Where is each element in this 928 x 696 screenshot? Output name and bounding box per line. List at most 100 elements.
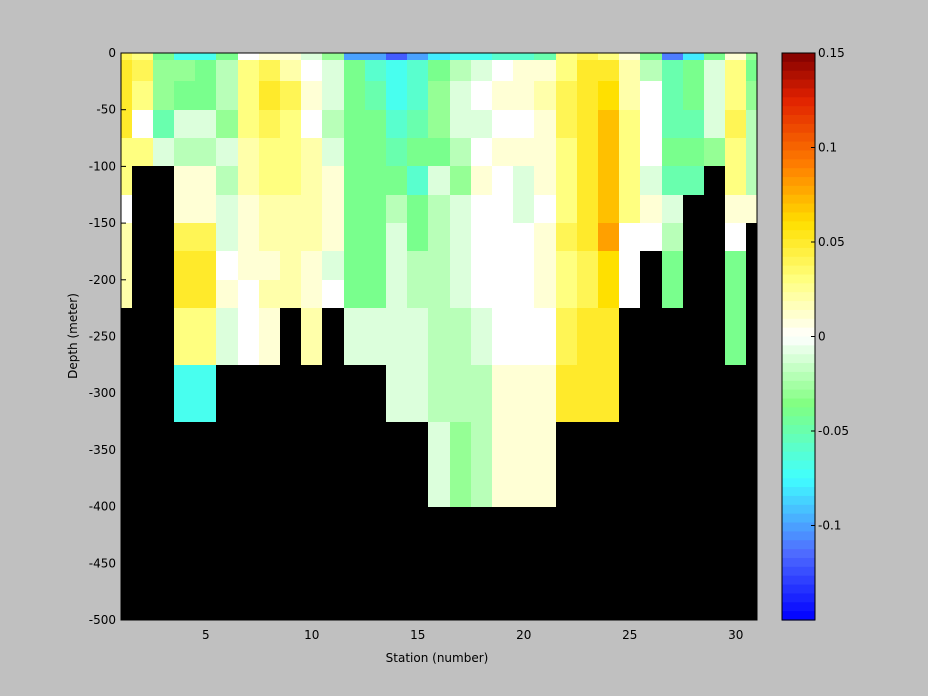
heatmap-cell <box>662 53 683 60</box>
heatmap-cell <box>238 251 259 280</box>
heatmap-cell <box>428 223 450 251</box>
heatmap-cell <box>556 308 577 337</box>
heatmap-cell <box>513 337 534 365</box>
heatmap-cell <box>450 53 471 60</box>
heatmap-cell <box>471 280 492 308</box>
heatmap-cell <box>216 166 238 195</box>
heatmap-cell <box>153 110 174 138</box>
heatmap-cell <box>280 60 301 81</box>
x-tick-label: 15 <box>410 628 425 642</box>
heatmap-cell <box>598 280 619 308</box>
colorbar-segment <box>782 132 815 143</box>
heatmap-cell <box>450 422 471 450</box>
colorbar-segment <box>782 70 815 81</box>
heatmap-cell <box>513 393 534 422</box>
heatmap-cell <box>365 81 386 110</box>
colorbar-segment <box>782 380 815 391</box>
heatmap-cell <box>259 166 280 195</box>
heatmap-cell <box>301 81 322 110</box>
heatmap-cell <box>428 110 450 138</box>
heatmap-cell <box>132 60 153 81</box>
heatmap-cell <box>322 251 344 280</box>
heatmap-cell <box>556 110 577 138</box>
heatmap-cell <box>513 422 534 450</box>
heatmap-cell <box>195 280 216 308</box>
heatmap-cell <box>121 166 132 195</box>
heatmap-cell <box>556 223 577 251</box>
heatmap-cell <box>619 223 640 251</box>
colorbar-tick-label: -0.05 <box>818 424 849 438</box>
heatmap-cell <box>344 223 365 251</box>
heatmap-cell <box>577 223 598 251</box>
heatmap-cell <box>725 110 746 138</box>
heatmap-cell <box>471 53 492 60</box>
heatmap-cell <box>577 53 598 60</box>
heatmap-cell <box>238 195 259 223</box>
heatmap-cell <box>259 110 280 138</box>
heatmap-cell <box>428 251 450 280</box>
colorbar-segment <box>782 177 815 187</box>
heatmap-cell <box>640 81 662 110</box>
y-tick-label: -50 <box>96 103 116 117</box>
heatmap-cell <box>577 365 598 393</box>
heatmap-cell <box>344 195 365 223</box>
heatmap-cell <box>259 308 280 337</box>
x-tick-label: 10 <box>304 628 319 642</box>
colorbar-segment <box>782 433 815 444</box>
heatmap-cell <box>577 308 598 337</box>
colorbar-segment <box>782 123 815 134</box>
colorbar-segment <box>782 540 815 550</box>
heatmap-cell <box>534 195 556 223</box>
heatmap-cell <box>365 251 386 280</box>
heatmap-cell <box>174 308 195 337</box>
y-tick-label: -150 <box>89 216 116 230</box>
heatmap-cell <box>556 393 577 422</box>
heatmap-cell <box>428 166 450 195</box>
colorbar-segment <box>782 460 815 470</box>
heatmap-cell <box>492 195 513 223</box>
heatmap-cell <box>428 195 450 223</box>
heatmap-cell <box>301 166 322 195</box>
x-tick-label: 25 <box>622 628 637 642</box>
heatmap-cell <box>407 393 428 422</box>
heatmap-cell <box>577 195 598 223</box>
heatmap-cell <box>153 60 174 81</box>
heatmap-cell <box>322 166 344 195</box>
colorbar-segment <box>782 557 815 568</box>
heatmap-cell <box>407 81 428 110</box>
colorbar-segment <box>782 185 815 196</box>
colorbar-segment <box>782 504 815 515</box>
heatmap-cell <box>280 166 301 195</box>
heatmap-cell <box>216 223 238 251</box>
colorbar-segment <box>782 203 815 214</box>
heatmap-cell <box>471 365 492 393</box>
heatmap-cell <box>195 166 216 195</box>
colorbar-segment <box>782 602 815 612</box>
colorbar-segment <box>782 478 815 488</box>
heatmap-cell <box>450 337 471 365</box>
heatmap-cell <box>428 81 450 110</box>
colorbar-segment <box>782 97 815 107</box>
heatmap-cell <box>450 223 471 251</box>
colorbar-segment <box>782 442 815 453</box>
heatmap-cell <box>238 166 259 195</box>
heatmap-cell <box>322 81 344 110</box>
heatmap-cell <box>704 110 725 138</box>
heatmap-cell <box>534 450 556 478</box>
heatmap-cell <box>534 110 556 138</box>
heatmap-cell <box>471 138 492 166</box>
heatmap-cell <box>725 81 746 110</box>
heatmap-cell <box>725 138 746 166</box>
heatmap-cell <box>683 53 704 60</box>
heatmap-cell <box>704 53 725 60</box>
heatmap-cell <box>365 280 386 308</box>
heatmap-cell <box>386 251 407 280</box>
heatmap-cell <box>534 166 556 195</box>
heatmap-cell <box>534 280 556 308</box>
colorbar-segment <box>782 61 815 72</box>
heatmap-cell <box>259 138 280 166</box>
heatmap-cell <box>450 365 471 393</box>
y-tick-label: -100 <box>89 159 116 173</box>
heatmap-cell <box>365 60 386 81</box>
